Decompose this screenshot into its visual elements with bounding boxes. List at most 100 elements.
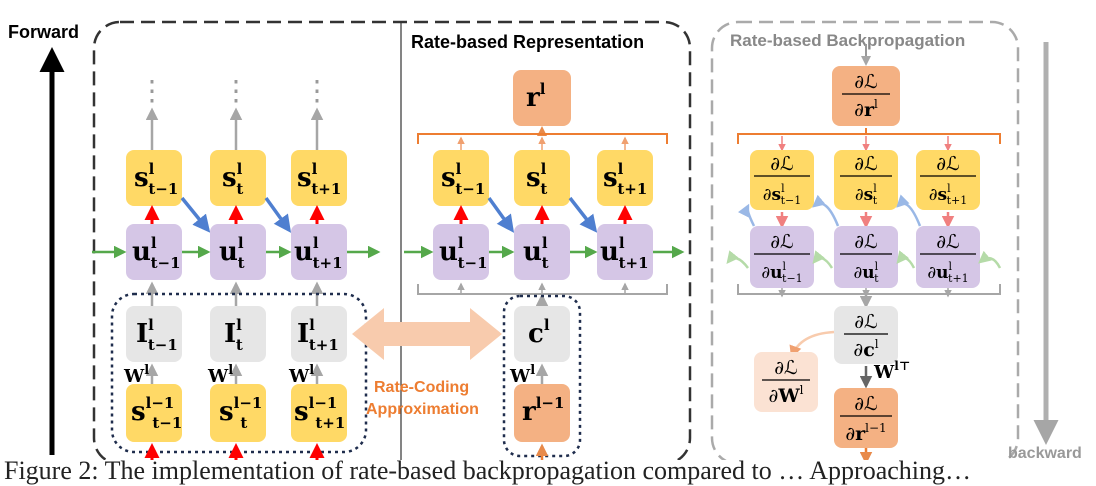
backward-label: backward (1008, 445, 1082, 460)
forward-frame (92, 20, 692, 460)
svg-text:cl: cl (528, 316, 550, 349)
rate-backprop-diagram: Forward backward Rate-based Representati… (8, 20, 1082, 460)
grad-spike-box (834, 150, 898, 210)
grad-input-rate-box (834, 388, 898, 448)
svg-text:Wl: Wl (207, 363, 233, 387)
svg-text:slt−1: sl t−1 (134, 160, 178, 198)
svg-text:ult: ul t (219, 234, 245, 272)
input-spike-box (126, 384, 182, 442)
svg-text:∂ℒ: ∂ℒ (854, 71, 878, 93)
rate-box (513, 70, 571, 126)
current-box (126, 306, 182, 362)
arrow-temporal-back (726, 250, 749, 269)
svg-text:Ilt+1: Il t+1 (297, 316, 339, 354)
weight-transpose-label: W (873, 362, 895, 383)
svg-text:∂ℒ: ∂ℒ (854, 393, 878, 415)
svg-text:∂slt: ∂sl t (855, 182, 878, 207)
svg-text:ult+1: ul t+1 (294, 234, 343, 272)
potential-box (433, 224, 489, 280)
svg-text:sl−1t: sl−1 t (219, 394, 262, 432)
svg-text:ult+1: ul t+1 (600, 234, 649, 272)
svg-text:∂slt+1: ∂sl t+1 (929, 182, 968, 207)
ellipsis-2: ⋮ (222, 74, 250, 107)
svg-text:sl−1t−1: sl−1 t−1 (131, 394, 182, 432)
arrow-reset (568, 196, 598, 233)
svg-text:rl−1: rl−1 (522, 394, 564, 427)
grad-rate-box (832, 66, 900, 126)
svg-text:∂ℒ: ∂ℒ (854, 231, 878, 253)
rate-coding-double-arrow (352, 308, 502, 360)
right-panel: ∂ℒ ∂rl ∂ℒ ∂sl t−1 ∂ℒ ∂sl t ∂ℒ ∂sl t+1 (726, 44, 1002, 460)
spike-box (210, 150, 266, 206)
svg-text:slt: sl t (526, 160, 547, 198)
weight-label: W (123, 366, 145, 387)
svg-text:∂ℒ: ∂ℒ (854, 311, 878, 333)
potential-box (514, 224, 570, 280)
svg-text:ult−1: ul t−1 (132, 234, 181, 272)
grad-potential-box (916, 226, 980, 288)
rate-representation-title: Rate-based Representation (411, 32, 644, 52)
grad-spike-box (916, 150, 980, 210)
svg-text:∂ult−1: ∂ul t−1 (761, 260, 802, 285)
svg-text:Ilt−1: Il t−1 (136, 316, 178, 354)
forward-label: Forward (8, 22, 79, 42)
spike-box (514, 150, 570, 206)
spike-base: s (297, 163, 312, 193)
spike-box (597, 150, 653, 206)
grad-spike-box (750, 150, 814, 210)
grad-current-box (834, 306, 898, 364)
rate-coding-group (502, 294, 582, 458)
potential-box (597, 224, 653, 280)
input-spike-box (210, 384, 266, 442)
arrow-temporal-back (978, 250, 1002, 269)
rate-backprop-title: Rate-based Backpropagation (730, 31, 965, 50)
backprop-frame (710, 20, 1020, 460)
svg-text:Wl: Wl (288, 363, 314, 387)
arrow-reset-back (896, 194, 922, 227)
spike-base: s (222, 163, 237, 193)
grad-weight-box (754, 352, 818, 412)
svg-text:∂ℒ: ∂ℒ (770, 231, 794, 253)
svg-text:∂ult: ∂ul t (853, 260, 879, 285)
svg-text:∂ℒ: ∂ℒ (854, 153, 878, 175)
svg-text:Wl⊤: Wl⊤ (873, 359, 910, 383)
potential-box (291, 224, 347, 280)
left-panel: ⋮ ⋮ ⋮ sl t−1 sl t sl t+1 ul t−1 ul t ul t+1 (92, 74, 381, 460)
spike-box (433, 150, 489, 206)
svg-text:∂rl: ∂rl (854, 97, 878, 121)
potential-box (126, 224, 182, 280)
svg-text:slt: sl t (222, 160, 243, 198)
rate-coding-label-1: Rate-Coding (374, 379, 469, 396)
grad-potential-box (750, 226, 814, 288)
spike-box (126, 150, 182, 206)
arrow-temporal-back (812, 250, 834, 269)
svg-text:sl−1t+1: sl−1 t+1 (294, 394, 345, 432)
current-box (291, 306, 347, 362)
svg-text:∂Wl: ∂Wl (768, 383, 803, 407)
arrow-temporal-back (896, 250, 916, 269)
arrow-reset (180, 196, 211, 233)
arrow-reset (264, 196, 292, 233)
svg-text:∂cl: ∂cl (853, 337, 878, 361)
ellipsis-1: ⋮ (138, 74, 166, 107)
svg-text:∂ℒ: ∂ℒ (774, 357, 798, 379)
arrow-reset (487, 196, 515, 233)
middle-panel: rl sl t−1 sl t sl t+1 ul t−1 ul t ul t+1 (404, 70, 685, 460)
current-box (514, 306, 570, 362)
svg-text:∂ℒ: ∂ℒ (770, 153, 794, 175)
aggregate-bracket (417, 133, 668, 144)
ellipsis-3: ⋮ (303, 74, 331, 107)
grad-potential-box (834, 226, 898, 288)
figure-caption: Figure 2: The implementation of rate-bas… (4, 456, 972, 485)
grad-bracket (737, 133, 1001, 144)
svg-text:Ilt: Il t (224, 316, 243, 354)
spike-base: s (134, 163, 149, 193)
svg-text:ult: ul t (523, 234, 549, 272)
svg-text:Wl: Wl (123, 363, 149, 387)
svg-text:∂ℒ: ∂ℒ (936, 153, 960, 175)
arrow-reset-back (812, 194, 840, 227)
svg-text:Wl: Wl (509, 363, 535, 387)
svg-text:slt−1: sl t−1 (441, 160, 485, 198)
svg-text:ult−1: ul t−1 (439, 234, 488, 272)
rate-coding-label-2: Approximation (366, 401, 479, 418)
